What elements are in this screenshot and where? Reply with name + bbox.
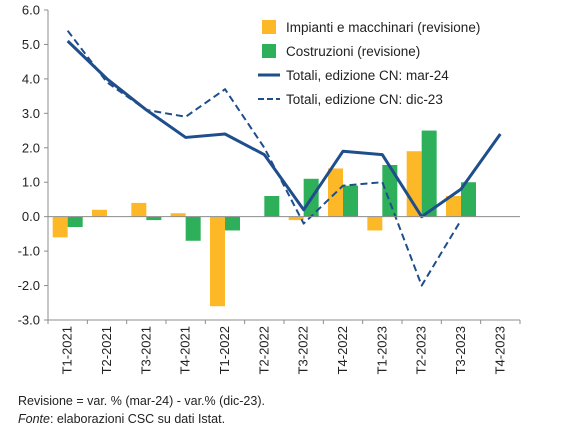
costruzioni-bar-t2-2023 <box>421 130 437 217</box>
x-tick-label-t2-2021: T2-2021 <box>99 326 114 374</box>
source-text: : elaborazioni CSC su dati Istat. <box>49 412 226 426</box>
legend: Impianti e macchinari (revisione) Costruz… <box>258 20 480 107</box>
costruzioni-bar-t3-2021 <box>146 216 162 221</box>
source-note: Fonte: elaborazioni CSC su dati Istat. <box>18 410 265 428</box>
costruzioni-bar-t3-2023 <box>461 182 476 217</box>
costruzioni-bar-t2-2022 <box>264 196 280 217</box>
y-tick-label: 4.0 <box>22 71 40 86</box>
legend-label: Costruzioni (revisione) <box>286 44 420 59</box>
x-tick-label-t3-2022: T3-2022 <box>296 326 311 374</box>
x-tick-label-t4-2021: T4-2021 <box>178 326 193 374</box>
legend-swatch-impianti <box>262 20 276 34</box>
impianti-bar-t1-2021 <box>52 216 68 238</box>
impianti-bar-t3-2022 <box>288 216 304 221</box>
impianti-bar-t3-2021 <box>131 202 147 217</box>
impianti-bar-t1-2023 <box>367 216 383 231</box>
x-tick-label-t1-2022: T1-2022 <box>217 326 232 374</box>
y-tick-label: 6.0 <box>22 3 40 18</box>
axes-layer: -3.0 -2.0 -1.0 0.0 1.0 2.0 3.0 4.0 5.0 6.0 T1-2021… <box>18 3 521 374</box>
x-tick-label-t2-2023: T2-2023 <box>414 326 429 374</box>
y-tick-label: -1.0 <box>18 244 40 259</box>
x-tick-label-t2-2022: T2-2022 <box>256 326 271 374</box>
revision-note: Revisione = var. % (mar-24) - var.% (dic… <box>18 394 265 408</box>
costruzioni-bar-t1-2023 <box>382 165 398 217</box>
chart: -3.0 -2.0 -1.0 0.0 1.0 2.0 3.0 4.0 5.0 6.0 T1-2021… <box>18 3 521 374</box>
y-tick-label: -2.0 <box>18 278 40 293</box>
y-tick-label: 3.0 <box>22 106 40 121</box>
impianti-bar-t3-2023 <box>446 196 461 217</box>
costruzioni-bar-t1-2022 <box>225 216 240 231</box>
y-tick-label: 0.0 <box>22 209 40 224</box>
impianti-bar-t1-2022 <box>210 216 225 307</box>
x-tick-label-t3-2023: T3-2023 <box>453 326 468 374</box>
costruzioni-bar-t1-2021 <box>67 216 83 227</box>
source-label: Fonte <box>18 412 50 426</box>
x-tick-label-t3-2021: T3-2021 <box>138 326 153 374</box>
costruzioni-bar-t4-2022 <box>343 185 358 217</box>
legend-swatch-costruzioni <box>262 44 276 58</box>
y-tick-label: 5.0 <box>22 37 40 52</box>
impianti-bar-t4-2021 <box>170 213 186 217</box>
y-tick-label: 1.0 <box>22 175 40 190</box>
legend-label: Totali, edizione CN: dic-23 <box>286 92 443 107</box>
bars-layer <box>52 130 476 307</box>
y-tick-label: 2.0 <box>22 140 40 155</box>
legend-label: Totali, edizione CN: mar-24 <box>286 68 449 83</box>
x-tick-label-t1-2023: T1-2023 <box>374 326 389 374</box>
x-tick-label-t4-2023: T4-2023 <box>492 326 507 374</box>
costruzioni-bar-t4-2021 <box>185 216 201 241</box>
legend-label: Impianti e macchinari (revisione) <box>286 20 480 35</box>
impianti-bar-t2-2021 <box>92 209 107 217</box>
x-tick-label-t4-2022: T4-2022 <box>335 326 350 374</box>
chart-notes: Revisione = var. % (mar-24) - var.% (dic… <box>18 392 265 428</box>
x-tick-label-t1-2021: T1-2021 <box>60 326 75 374</box>
y-tick-label: -3.0 <box>18 313 40 328</box>
